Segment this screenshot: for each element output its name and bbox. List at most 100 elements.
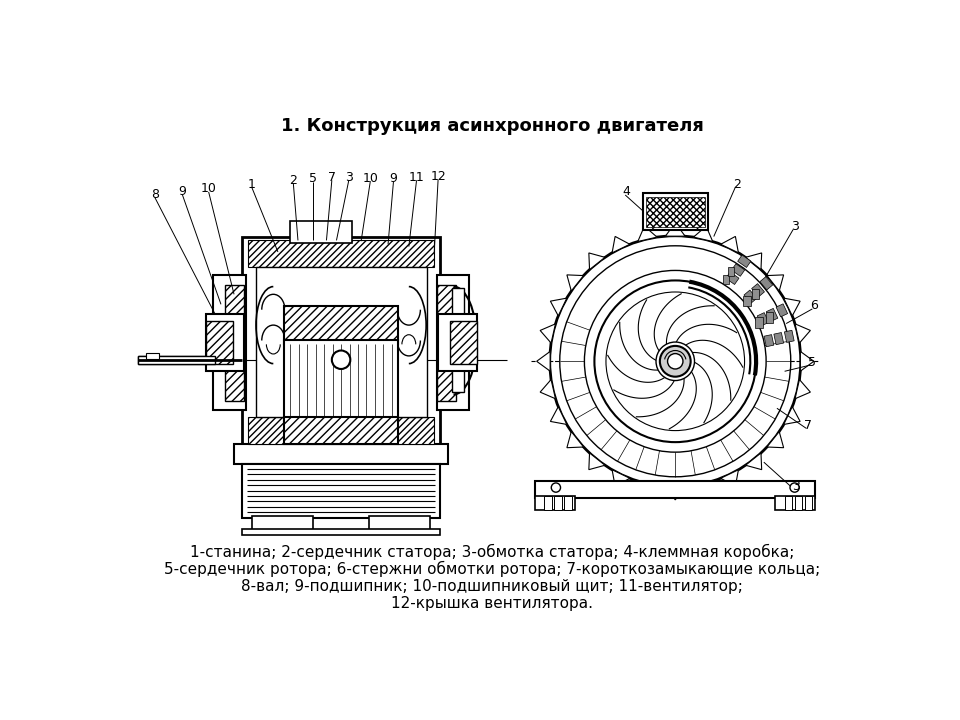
Circle shape [594, 280, 756, 442]
Bar [764, 335, 774, 347]
Text: 2: 2 [289, 174, 298, 186]
Bar [205, 321, 232, 364]
Text: 9: 9 [179, 185, 186, 199]
Bar [452, 288, 464, 392]
Polygon shape [693, 226, 712, 241]
Text: 12-крышка вентилятора.: 12-крышка вентилятора. [391, 595, 593, 611]
Polygon shape [721, 469, 738, 486]
Circle shape [667, 354, 683, 369]
Text: 3: 3 [345, 171, 352, 184]
Bar [554, 496, 562, 510]
Text: 5: 5 [807, 356, 816, 369]
Bar [438, 313, 476, 372]
Bar [213, 275, 246, 410]
Polygon shape [795, 379, 810, 399]
Text: 5: 5 [309, 172, 318, 185]
Text: 11: 11 [409, 171, 424, 184]
Bar [437, 285, 456, 400]
Bar [146, 353, 159, 359]
Bar [248, 418, 434, 444]
Text: 10: 10 [363, 171, 378, 184]
Text: 1-станина; 2-сердечник статора; 3-обмотка статора; 4-клеммная коробка;: 1-станина; 2-сердечник статора; 3-обмотк… [190, 544, 794, 560]
Bar [242, 237, 441, 444]
Text: 12: 12 [430, 170, 446, 183]
Polygon shape [612, 236, 630, 253]
Bar [784, 330, 794, 343]
Polygon shape [665, 222, 685, 236]
Polygon shape [746, 253, 761, 269]
Bar [564, 496, 572, 510]
Polygon shape [665, 487, 685, 500]
Bar [369, 516, 430, 530]
Bar [743, 295, 751, 306]
Bar [643, 194, 708, 230]
Bar [784, 496, 792, 510]
Circle shape [660, 346, 690, 377]
Circle shape [790, 483, 800, 492]
Circle shape [560, 246, 791, 477]
Polygon shape [588, 253, 605, 269]
Bar [242, 464, 441, 518]
Bar [744, 290, 756, 303]
Bar [284, 306, 398, 344]
Bar [776, 304, 787, 317]
Bar [756, 317, 763, 328]
Bar [732, 264, 745, 276]
Text: 5-сердечник ротора; 6-стержни обмотки ротора; 7-короткозамыкающие кольца;: 5-сердечник ротора; 6-стержни обмотки ро… [164, 561, 820, 577]
Bar [766, 308, 778, 321]
Bar [757, 312, 769, 325]
Polygon shape [612, 469, 630, 486]
Bar [255, 267, 426, 418]
Circle shape [606, 292, 745, 431]
Text: 9: 9 [390, 172, 397, 185]
Text: 4: 4 [623, 185, 631, 199]
Bar [535, 496, 575, 510]
Bar [234, 444, 448, 464]
Text: 7: 7 [804, 419, 812, 432]
Bar [290, 221, 352, 243]
Bar [728, 267, 734, 276]
Bar [760, 276, 773, 290]
Polygon shape [537, 351, 550, 371]
Text: 6: 6 [810, 300, 818, 312]
Bar [449, 321, 476, 364]
Bar [752, 284, 764, 297]
Polygon shape [540, 324, 556, 343]
Bar [284, 418, 398, 444]
Bar [766, 312, 774, 323]
Bar [535, 481, 815, 498]
Polygon shape [550, 298, 566, 316]
Bar [646, 197, 705, 228]
Bar [795, 496, 803, 510]
Bar [437, 275, 468, 410]
Polygon shape [567, 431, 584, 448]
Polygon shape [783, 298, 800, 316]
Circle shape [332, 351, 350, 369]
Polygon shape [721, 236, 738, 253]
Polygon shape [637, 481, 657, 496]
Polygon shape [588, 453, 605, 469]
Polygon shape [550, 407, 566, 425]
Polygon shape [783, 407, 800, 425]
Bar [726, 272, 739, 284]
Bar [804, 496, 812, 510]
Polygon shape [693, 481, 712, 496]
Text: 2: 2 [732, 178, 741, 191]
Bar [737, 255, 751, 267]
Bar [752, 289, 759, 300]
Circle shape [656, 342, 694, 381]
Bar [776, 496, 815, 510]
Text: 3: 3 [791, 220, 799, 233]
Bar [723, 275, 730, 284]
Polygon shape [637, 226, 657, 241]
Text: 7: 7 [327, 171, 336, 184]
Bar [284, 341, 398, 421]
Text: 1. Конструкция асинхронного двигателя: 1. Конструкция асинхронного двигателя [280, 117, 704, 135]
Polygon shape [567, 275, 584, 291]
Circle shape [585, 271, 766, 452]
Polygon shape [801, 351, 814, 371]
Text: 1: 1 [248, 178, 255, 191]
Bar [225, 285, 244, 400]
Text: 8: 8 [151, 188, 158, 201]
Polygon shape [767, 431, 783, 448]
